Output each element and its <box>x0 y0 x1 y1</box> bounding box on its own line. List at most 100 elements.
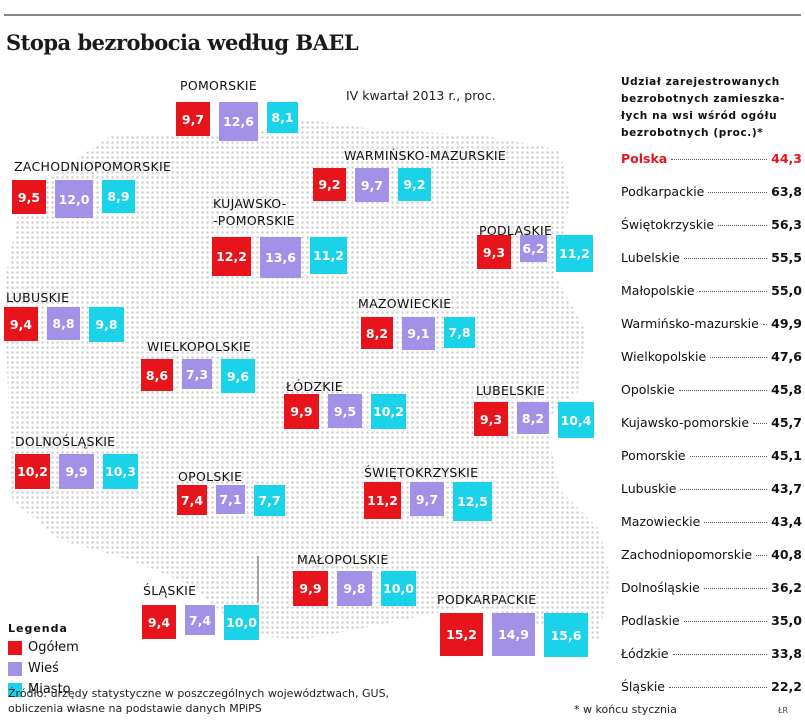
ranking-region-name: Zachodniopomorskie <box>621 547 753 562</box>
bar-urban-opolskie: 7,7 <box>254 485 285 516</box>
dot-leader <box>678 390 768 391</box>
ranking-value: 47,6 <box>771 349 802 364</box>
bar-total-lodzkie: 9,9 <box>284 394 319 429</box>
region-label-zachodniopomorskie: ZACHODNIOPOMORSKIE <box>14 159 172 174</box>
bar-rural-dolnoslaskie: 9,9 <box>59 454 94 489</box>
ranking-region-name: Warmińsko-mazurskie <box>621 316 759 331</box>
legend-label-total: Ogółem <box>28 640 79 655</box>
bar-urban-mazowieckie: 7,8 <box>444 317 475 348</box>
ranking-value: 43,4 <box>771 514 802 529</box>
ranking-value: 56,3 <box>771 217 802 232</box>
bar-total-mazowieckie: 8,2 <box>361 317 393 349</box>
ranking-row: Lubelskie 55,5 <box>621 250 802 268</box>
legend-label-rural: Wieś <box>28 661 59 676</box>
bar-rural-kujawsko-pomorskie: 13,6 <box>260 237 301 278</box>
ranking-region-name: Małopolskie <box>621 283 695 298</box>
bar-total-kujawsko-pomorskie: 12,2 <box>212 237 251 276</box>
region-label-opolskie: OPOLSKIE <box>178 469 243 484</box>
region-label-lubuskie: LUBUSKIE <box>6 290 70 305</box>
bar-urban-malopolskie: 10,0 <box>381 571 416 606</box>
ranking-value: 22,2 <box>771 679 802 694</box>
ranking-value: 43,7 <box>771 481 802 496</box>
dot-leader <box>683 621 768 622</box>
bar-rural-zachodniopomorskie: 12,0 <box>55 180 93 218</box>
bar-urban-swietokrzyskie: 12,5 <box>453 482 492 521</box>
legend-label-urban: Miasto <box>28 682 71 697</box>
legend-item-rural: Wieś <box>8 661 59 676</box>
bar-total-slaskie: 9,4 <box>142 605 176 639</box>
dot-leader <box>708 192 768 193</box>
bar-rural-malopolskie: 9,8 <box>337 571 372 606</box>
ranking-value: 45,8 <box>771 382 802 397</box>
region-label-pomorskie: POMORSKIE <box>180 78 258 93</box>
ranking-value: 55,5 <box>771 250 802 265</box>
ranking-value: 45,7 <box>771 415 802 430</box>
dot-leader <box>680 489 768 490</box>
region-label-podlaskie: PODLASKIE <box>479 223 553 238</box>
bar-total-malopolskie: 9,9 <box>293 571 328 606</box>
bar-urban-podkarpackie: 15,6 <box>544 613 588 657</box>
ranking-row: Podlaskie 35,0 <box>621 613 802 631</box>
sidebar-title: Udział zarejestrowanych bezrobotnych zam… <box>621 76 786 139</box>
legend-item-urban: Miasto <box>8 682 71 697</box>
ranking-region-name: Podkarpackie <box>621 184 705 199</box>
ranking-row: Warmińsko-mazurskie 49,9 <box>621 316 802 334</box>
ranking-row: Śląskie 22,2 <box>621 679 802 697</box>
dot-leader <box>718 225 768 226</box>
bar-urban-kujawsko-pomorskie: 11,2 <box>310 237 347 274</box>
region-label-swietokrzyskie: ŚWIĘTOKRZYSKIE <box>364 465 479 480</box>
ranking-row: Małopolskie 55,0 <box>621 283 802 301</box>
bar-rural-wielkopolskie: 7,3 <box>182 359 212 389</box>
bar-total-podlaskie: 9,3 <box>477 235 511 269</box>
ranking-region-name: Kujawsko-pomorskie <box>621 415 750 430</box>
legend-swatch-urban <box>8 682 22 697</box>
ranking-value: 49,9 <box>771 316 802 331</box>
ranking-row: Mazowieckie 43,4 <box>621 514 802 532</box>
ranking-row: Pomorskie 45,1 <box>621 448 802 466</box>
bar-total-lubelskie: 9,3 <box>474 402 508 436</box>
dot-leader <box>762 324 768 325</box>
source-note: Źródło: urzędy statystyczne w poszczegól… <box>8 687 390 715</box>
bar-total-lubuskie: 9,4 <box>4 307 38 341</box>
bar-urban-lodzkie: 10,2 <box>371 394 406 429</box>
bar-urban-warminsko-mazurskie: 9,2 <box>398 168 431 201</box>
ranking-row: Lubuskie 43,7 <box>621 481 802 499</box>
region-label-podkarpackie: PODKARPACKIE <box>437 592 537 607</box>
bar-rural-podkarpackie: 14,9 <box>492 613 535 656</box>
legend-title: Legenda <box>8 622 68 635</box>
ranking-region-name: Wielkopolskie <box>621 349 707 364</box>
legend-swatch-total <box>8 640 22 655</box>
dot-leader <box>683 258 768 259</box>
ranking-row: Opolskie 45,8 <box>621 382 802 400</box>
bar-urban-lubelskie: 10,4 <box>558 402 594 438</box>
region-label-lodzkie: ŁÓDZKIE <box>286 379 343 394</box>
ranking-region-name: Łódzkie <box>621 646 669 661</box>
bar-rural-warminsko-mazurskie: 9,7 <box>355 168 389 202</box>
ranking-region-name: Lubelskie <box>621 250 680 265</box>
dot-leader <box>703 588 768 589</box>
ranking-region-name: Opolskie <box>621 382 675 397</box>
region-label-malopolskie: MAŁOPOLSKIE <box>297 552 389 567</box>
region-label-wielkopolskie: WIELKOPOLSKIE <box>147 339 252 354</box>
ranking-region-name: Dolnośląskie <box>621 580 700 595</box>
ranking-region-name: Pomorskie <box>621 448 686 463</box>
chart-subtitle: IV kwartał 2013 r., proc. <box>346 88 496 103</box>
ranking-row: Zachodniopomorskie 40,8 <box>621 547 802 565</box>
dot-leader <box>689 456 768 457</box>
bar-rural-opolskie: 7,1 <box>216 485 245 514</box>
ranking-value: 36,2 <box>771 580 802 595</box>
ranking-region-name: Świętokrzyskie <box>621 217 715 232</box>
ranking-region-name: Lubuskie <box>621 481 677 496</box>
region-label-lubelskie: LUBELSKIE <box>476 383 546 398</box>
bar-total-zachodniopomorskie: 9,5 <box>12 180 46 214</box>
bar-rural-lodzkie: 9,5 <box>328 394 362 428</box>
ranking-row: Dolnośląskie 36,2 <box>621 580 802 598</box>
bar-rural-lubelskie: 8,2 <box>517 402 549 434</box>
bar-rural-swietokrzyskie: 9,7 <box>410 482 444 516</box>
region-label-warminsko-mazurskie: WARMIŃSKO-MAZURSKIE <box>344 148 507 163</box>
bar-total-swietokrzyskie: 11,2 <box>364 482 401 519</box>
ranking-value: 44,3 <box>771 151 802 166</box>
author-credit: ŁR <box>778 706 789 715</box>
ranking-region-name: Polska <box>621 151 668 166</box>
ranking-row: Kujawsko-pomorskie 45,7 <box>621 415 802 433</box>
